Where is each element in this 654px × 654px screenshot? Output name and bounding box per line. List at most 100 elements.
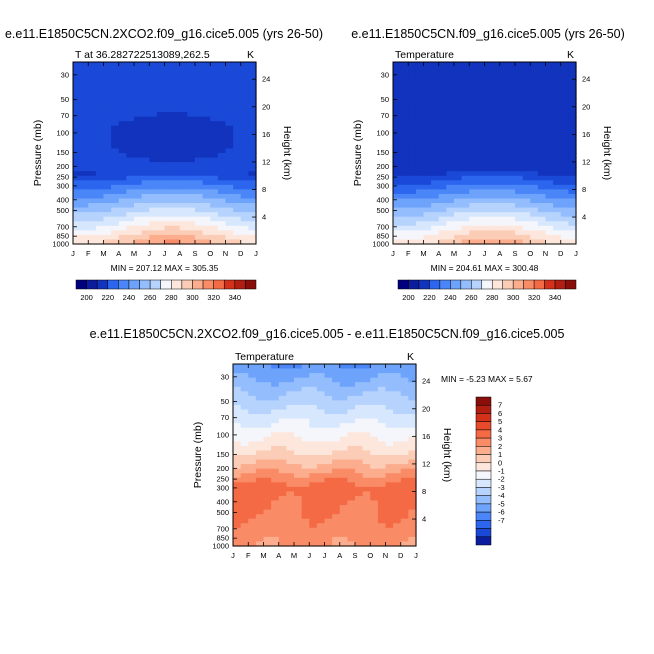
field-cell [476, 121, 486, 127]
field-cell [484, 189, 493, 195]
field-cell [240, 198, 249, 204]
field-cell [316, 445, 326, 452]
field-cell [233, 125, 242, 131]
field-cell [187, 193, 196, 200]
field-cell [515, 80, 524, 86]
field-cell [202, 175, 211, 181]
field-cell [515, 184, 524, 190]
field-cell [347, 364, 356, 370]
field-cell [103, 112, 112, 118]
field-cell [156, 212, 166, 218]
field-cell [195, 71, 204, 77]
field-cell [553, 102, 562, 109]
field-cell [499, 102, 508, 109]
field-cell [187, 98, 196, 104]
field-cell [332, 368, 341, 374]
field-cell [233, 427, 242, 433]
field-cell [431, 225, 440, 231]
field-cell [118, 230, 127, 236]
field-cell [103, 189, 112, 195]
field-cell [73, 221, 82, 227]
field-cell [172, 102, 181, 109]
field-cell [301, 477, 310, 483]
field-cell [499, 71, 508, 77]
field-cell [240, 441, 249, 447]
field-cell [73, 203, 82, 209]
field-cell [400, 107, 409, 113]
field-cell [476, 116, 486, 122]
field-cell [95, 198, 105, 204]
field-cell [385, 518, 394, 524]
field-cell [431, 212, 440, 218]
field-cell [355, 500, 364, 506]
field-cell [255, 495, 265, 502]
field-cell [461, 112, 470, 118]
field-cell [355, 505, 364, 511]
field-cell [454, 148, 463, 154]
field-cell [415, 216, 425, 222]
field-cell [499, 239, 508, 245]
field-cell [103, 93, 112, 99]
field-cell [400, 423, 409, 429]
field-cell [454, 89, 463, 95]
field-cell [172, 221, 181, 227]
field-cell [446, 230, 455, 236]
x-tick-label: J [414, 551, 418, 560]
field-cell [408, 527, 417, 533]
field-cell [225, 189, 234, 195]
field-cell [248, 171, 257, 177]
field-cell [545, 125, 554, 131]
field-cell [431, 153, 440, 159]
field-cell [515, 153, 524, 159]
field-cell [217, 193, 227, 200]
field-cell [210, 116, 219, 122]
field-cell [301, 418, 310, 424]
field-cell [415, 180, 425, 186]
field-cell [187, 93, 196, 99]
colorbar-box [475, 404, 492, 414]
field-cell [347, 495, 356, 502]
field-cell [545, 171, 554, 177]
field-cell [278, 532, 287, 538]
field-cell [507, 198, 516, 204]
field-cell [240, 386, 249, 392]
field-cell [103, 139, 112, 145]
field-cell [522, 180, 531, 186]
field-cell [118, 116, 127, 122]
field-cell [332, 386, 341, 392]
field-cell [454, 221, 463, 227]
field-cell [568, 203, 577, 209]
field-cell [316, 464, 326, 470]
field-cell [294, 532, 303, 538]
field-cell [324, 382, 333, 388]
field-cell [240, 400, 249, 406]
field-cell [179, 121, 188, 127]
field-cell [255, 404, 265, 411]
field-cell [156, 225, 166, 231]
field-cell [103, 203, 112, 209]
field-cell [164, 93, 173, 99]
field-cell [233, 509, 242, 515]
field-cell [210, 98, 219, 104]
field-cell [294, 400, 303, 406]
field-cell [233, 418, 242, 424]
field-cell [233, 523, 242, 529]
x-tick-label: A [177, 249, 182, 258]
field-cell [278, 395, 287, 401]
field-cell [294, 468, 303, 474]
field-cell [370, 409, 379, 415]
field-cell [141, 143, 150, 150]
field-cell [423, 180, 432, 186]
field-cell [118, 221, 127, 227]
field-cell [210, 107, 219, 113]
y-tick-label: 16 [582, 130, 590, 139]
field-cell [355, 368, 364, 374]
field-cell [156, 184, 166, 190]
field-cell [286, 536, 295, 543]
colorbar-box [533, 279, 545, 290]
field-cell [149, 102, 158, 109]
field-cell [294, 518, 303, 524]
field-cell [149, 212, 158, 218]
y-axis-left: 3050701001502002503004005007008501000Pre… [192, 372, 237, 551]
